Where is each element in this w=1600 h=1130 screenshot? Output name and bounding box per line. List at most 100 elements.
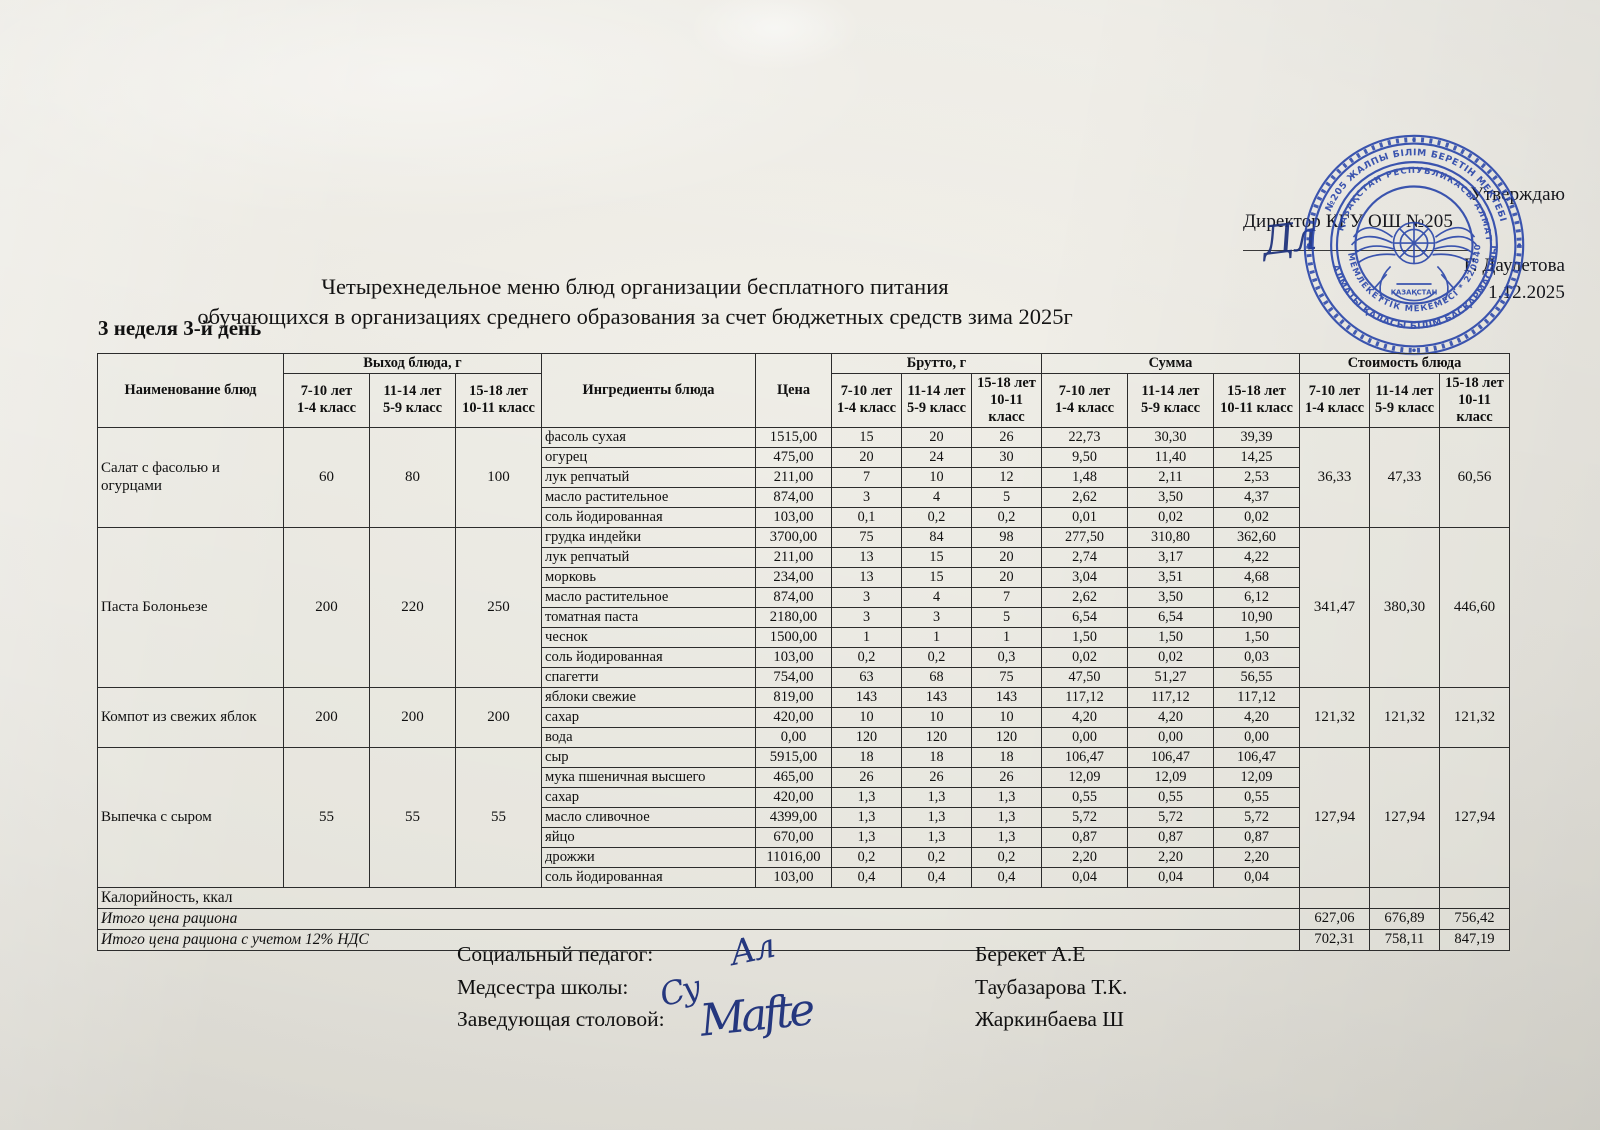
brutto-cell-1: 3 [831, 586, 902, 608]
total-ration-price-vat-value-3: 847,19 [1439, 928, 1510, 951]
summa-cell-2: 0,02 [1127, 506, 1214, 528]
ingredient-price-cell: 874,00 [755, 486, 832, 508]
total-ration-price-vat-value-1: 702,31 [1299, 928, 1370, 951]
role-label: Социальный педагог: [457, 942, 654, 966]
summa-cell-3: 14,25 [1213, 446, 1300, 468]
calories-row: Калорийность, ккал [97, 886, 1510, 909]
summa-cell-3: 0,02 [1213, 506, 1300, 528]
brutto-cell-2: 15 [901, 566, 972, 588]
ingredient-name-cell: соль йодированная [541, 646, 756, 668]
summa-cell-3: 12,09 [1213, 766, 1300, 788]
title-line-1: Четырехнедельное меню блюд организации б… [321, 274, 949, 299]
summa-cell-1: 9,50 [1041, 446, 1128, 468]
brutto-cell-3: 18 [971, 746, 1042, 768]
summa-cell-2: 0,87 [1127, 826, 1214, 848]
dish-name-cell: Выпечка с сыром [97, 746, 284, 888]
dish-cost-cell-1: 341,47 [1299, 526, 1370, 688]
total-ration-price-vat-value-2: 758,11 [1369, 928, 1440, 951]
th-summa-age1: 7-10 лет 1-4 класс [1041, 372, 1128, 428]
approval-block: Утверждаю Директор КГУ ОШ №205 Г. Даулет… [1243, 182, 1573, 307]
ingredient-name-cell: яблоки свежие [541, 686, 756, 708]
dish-cost-cell-1: 127,94 [1299, 746, 1370, 888]
table-row: яйцо 670,00 1,3 1,3 1,3 0,87 0,87 0,87 [98, 826, 1510, 848]
brutto-cell-2: 26 [901, 766, 972, 788]
table-row: Паста Болоньезе 200 220 250 грудка индейки 37… [97, 526, 1510, 688]
th-cost-age2: 11-14 лет 5-9 класс [1369, 372, 1440, 428]
summa-cell-1: 3,04 [1041, 566, 1128, 588]
summa-cell-2: 117,12 [1127, 686, 1214, 708]
ingredient-name-cell: лук репчатый [541, 466, 756, 488]
summa-cell-1: 2,62 [1041, 486, 1128, 508]
brutto-cell-3: 26 [971, 426, 1042, 448]
table-body: Салат с фасолью и огурцами 60 80 100 фасоль … [97, 426, 1510, 888]
brutto-cell-2: 4 [901, 586, 972, 608]
brutto-cell-3: 1,3 [971, 826, 1042, 848]
summa-cell-1: 2,62 [1041, 586, 1128, 608]
name-label: Жаркинбаева Ш [975, 1007, 1124, 1032]
brutto-cell-3: 5 [971, 486, 1042, 508]
handwritten-signature-1: Ал [726, 925, 778, 975]
brutto-cell-1: 1,3 [831, 806, 902, 828]
summa-cell-3: 2,20 [1213, 846, 1300, 868]
summa-cell-2: 5,72 [1127, 806, 1214, 828]
ingredient-price-cell: 103,00 [755, 646, 832, 668]
brutto-cell-1: 75 [831, 526, 902, 548]
brutto-cell-3: 10 [971, 706, 1042, 728]
brutto-cell-1: 18 [831, 746, 902, 768]
summa-cell-1: 0,87 [1041, 826, 1128, 848]
dish-yield-cell-2: 220 [369, 526, 456, 688]
brutto-cell-1: 0,1 [831, 506, 902, 528]
calories-value-1 [1299, 886, 1370, 909]
dish-yield-cell-1: 200 [283, 526, 370, 688]
brutto-cell-2: 10 [901, 466, 972, 488]
table-foot: Калорийность, ккал Итого цена рациона 627,… [97, 886, 1510, 951]
ingredient-name-cell: сахар [541, 786, 756, 808]
brutto-cell-1: 13 [831, 566, 902, 588]
summa-cell-2: 11,40 [1127, 446, 1214, 468]
dish-yield-cell-3: 250 [455, 526, 542, 688]
dish-yield-cell-1: 200 [283, 686, 370, 748]
brutto-cell-1: 63 [831, 666, 902, 688]
th-cost-age1: 7-10 лет 1-4 класс [1299, 372, 1370, 428]
table-row: мука пшеничная высшего 465,00 26 26 26 12,09 1… [98, 766, 1510, 788]
ingredient-name-cell: соль йодированная [541, 866, 756, 888]
summa-cell-1: 1,48 [1041, 466, 1128, 488]
brutto-cell-1: 3 [831, 606, 902, 628]
brutto-cell-1: 3 [831, 486, 902, 508]
brutto-cell-1: 1 [831, 626, 902, 648]
brutto-cell-3: 20 [971, 566, 1042, 588]
dish-cost-cell-2: 380,30 [1369, 526, 1440, 688]
ingredient-price-cell: 103,00 [755, 506, 832, 528]
ingredient-price-cell: 420,00 [755, 706, 832, 728]
brutto-cell-2: 1,3 [901, 786, 972, 808]
week-day-label: 3 неделя 3-й день [98, 316, 262, 340]
summa-cell-1: 117,12 [1041, 686, 1128, 708]
svg-text:ҚАЗАҚСТАН: ҚАЗАҚСТАН [1391, 289, 1438, 297]
summa-cell-2: 3,51 [1127, 566, 1214, 588]
summa-cell-1: 2,20 [1041, 846, 1128, 868]
brutto-cell-2: 1,3 [901, 826, 972, 848]
table-row: вода 0,00 120 120 120 0,00 0,00 0,00 [98, 726, 1510, 748]
summa-cell-3: 4,37 [1213, 486, 1300, 508]
brutto-cell-2: 0,2 [901, 846, 972, 868]
summa-cell-2: 0,04 [1127, 866, 1214, 888]
ingredient-name-cell: масло растительное [541, 586, 756, 608]
summa-cell-2: 6,54 [1127, 606, 1214, 628]
page-title: Четырехнедельное меню блюд организации б… [0, 272, 1270, 332]
ingredient-price-cell: 670,00 [755, 826, 832, 848]
ingredient-name-cell: лук репчатый [541, 546, 756, 568]
summa-cell-3: 10,90 [1213, 606, 1300, 628]
table-row: морковь 234,00 13 15 20 3,04 3,51 4,68 [98, 566, 1510, 588]
th-yield-age3: 15-18 лет 10-11 класс [455, 372, 542, 428]
ingredient-price-cell: 475,00 [755, 446, 832, 468]
brutto-cell-3: 0,4 [971, 866, 1042, 888]
summa-cell-2: 3,17 [1127, 546, 1214, 568]
summa-cell-3: 0,04 [1213, 866, 1300, 888]
summa-cell-3: 0,55 [1213, 786, 1300, 808]
brutto-cell-3: 12 [971, 466, 1042, 488]
dish-cost-cell-1: 36,33 [1299, 426, 1370, 528]
th-cost-age3: 15-18 лет 10-11 класс [1439, 372, 1510, 428]
dish-name-cell: Салат с фасолью и огурцами [97, 426, 284, 528]
th-yield-group: Выход блюда, г [283, 353, 542, 374]
official-round-stamp: №205 ЖАЛПЫ БІЛІМ БЕРЕТІН МЕКТЕБІ АЛМАТЫ … [1292, 120, 1531, 362]
